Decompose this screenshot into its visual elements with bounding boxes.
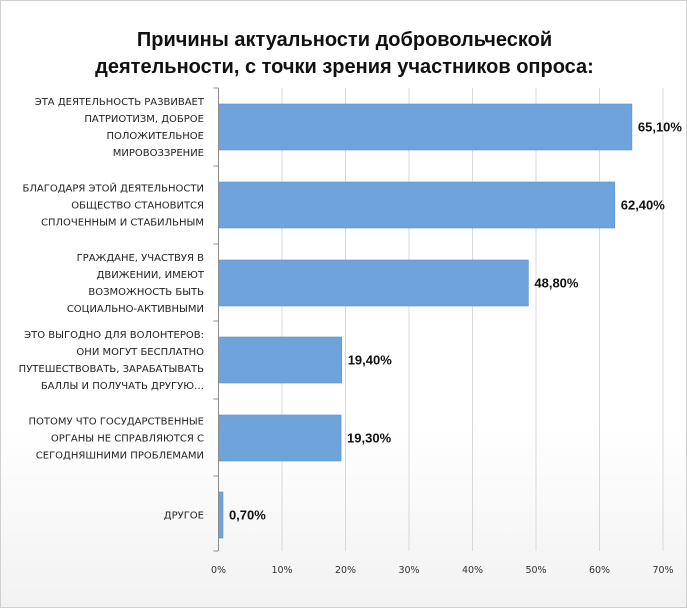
category-label-5-line-0: ДРУГОЕ bbox=[164, 511, 204, 522]
category-label-0: ЭТА ДЕЯТЕЛЬНОСТЬ РАЗВИВАЕТ ПАТРИОТИЗМ, ДО… bbox=[35, 97, 205, 159]
category-label-5: ДРУГОЕ bbox=[164, 511, 204, 522]
value-label-2: 48,80% bbox=[534, 276, 579, 291]
category-label-2: ГРАЖДАНЕ, УЧАСТВУЯ В ДВИЖЕНИИ, ИМЕЮТ ВОЗМО… bbox=[67, 253, 205, 315]
chart-title-line-1: Причины актуальности добровольческой bbox=[136, 29, 553, 51]
chart-title-line-2: деятельности, с точки зрения участников … bbox=[95, 56, 594, 78]
value-label-0: 65,10% bbox=[638, 120, 683, 135]
category-label-3-line-1: ОНИ МОГУТ БЕСПЛАТНО bbox=[76, 347, 204, 358]
category-label-1-line-2: СПЛОЧЕННЫМ И СТАБИЛЬНЫМ bbox=[41, 218, 204, 229]
category-label-2-line-3: СОЦИАЛЬНО-АКТИВНЫМИ bbox=[67, 304, 204, 315]
category-label-1-line-0: БЛАГОДАРЯ ЭТОЙ ДЕЯТЕЛЬНОСТИ bbox=[23, 182, 204, 195]
bar-2 bbox=[218, 259, 529, 307]
category-label-4: ПОТОМУ ЧТО ГОСУДАРСТВЕННЫЕ ОРГАНЫ НЕ СПРА… bbox=[29, 417, 204, 462]
category-label-3: ЭТО ВЫГОДНО ДЛЯ ВОЛОНТЕРОВ: ОНИ МОГУТ БЕС… bbox=[19, 330, 204, 392]
x-tick-label-60: 60% bbox=[589, 565, 610, 576]
category-label-2-line-1: ДВИЖЕНИИ, ИМЕЮТ bbox=[97, 270, 205, 281]
x-tick-label-20: 20% bbox=[335, 565, 356, 576]
bar-3 bbox=[218, 336, 342, 384]
category-label-4-line-2: СЕГОДНЯШНИМИ ПРОБЛЕМАМИ bbox=[36, 451, 204, 462]
value-label-1: 62,40% bbox=[621, 198, 666, 213]
category-label-3-line-0: ЭТО ВЫГОДНО ДЛЯ ВОЛОНТЕРОВ: bbox=[24, 330, 204, 341]
x-tick-label-40: 40% bbox=[462, 565, 483, 576]
x-tick-label-50: 50% bbox=[525, 565, 546, 576]
category-label-1: БЛАГОДАРЯ ЭТОЙ ДЕЯТЕЛЬНОСТИ ОБЩЕСТВО СТАН… bbox=[23, 182, 204, 229]
x-tick-label-0: 0% bbox=[211, 565, 226, 576]
bar-5 bbox=[218, 491, 224, 539]
category-label-0-line-2: ПОЛОЖИТЕЛЬНОЕ bbox=[106, 131, 204, 142]
category-label-2-line-2: ВОЗМОЖНОСТЬ БЫТЬ bbox=[88, 287, 204, 298]
category-label-1-line-1: ОБЩЕСТВО СТАНОВИТСЯ bbox=[71, 201, 204, 212]
category-label-4-line-1: ОРГАНЫ НЕ СПРАВЛЯЮТСЯ С bbox=[51, 434, 204, 445]
category-label-4-line-0: ПОТОМУ ЧТО ГОСУДАРСТВЕННЫЕ bbox=[29, 417, 204, 428]
value-label-5: 0,70% bbox=[229, 508, 266, 523]
category-label-0-line-0: ЭТА ДЕЯТЕЛЬНОСТЬ РАЗВИВАЕТ bbox=[35, 97, 205, 108]
category-label-3-line-3: БАЛЛЫ И ПОЛУЧАТЬ ДРУГУЮ… bbox=[41, 381, 204, 392]
category-label-2-line-0: ГРАЖДАНЕ, УЧАСТВУЯ В bbox=[77, 253, 205, 264]
bar-1 bbox=[218, 181, 616, 229]
category-label-0-line-1: ПАТРИОТИЗМ, ДОБРОЕ bbox=[84, 114, 204, 125]
bar-4 bbox=[218, 414, 342, 462]
x-tick-label-10: 10% bbox=[271, 565, 292, 576]
x-tick-label-30: 30% bbox=[398, 565, 419, 576]
value-label-3: 19,40% bbox=[348, 353, 393, 368]
x-tick-label-70: 70% bbox=[652, 565, 673, 576]
bar-0 bbox=[218, 103, 633, 151]
category-label-0-line-3: МИРОВОЗЗРЕНИЕ bbox=[113, 148, 204, 159]
value-label-4: 19,30% bbox=[347, 431, 392, 446]
category-label-3-line-2: ПУТЕШЕСТВОВАТЬ, ЗАРАБАТЫВАТЬ bbox=[19, 364, 204, 375]
chart-title: Причины актуальности добровольческой дея… bbox=[61, 27, 628, 81]
